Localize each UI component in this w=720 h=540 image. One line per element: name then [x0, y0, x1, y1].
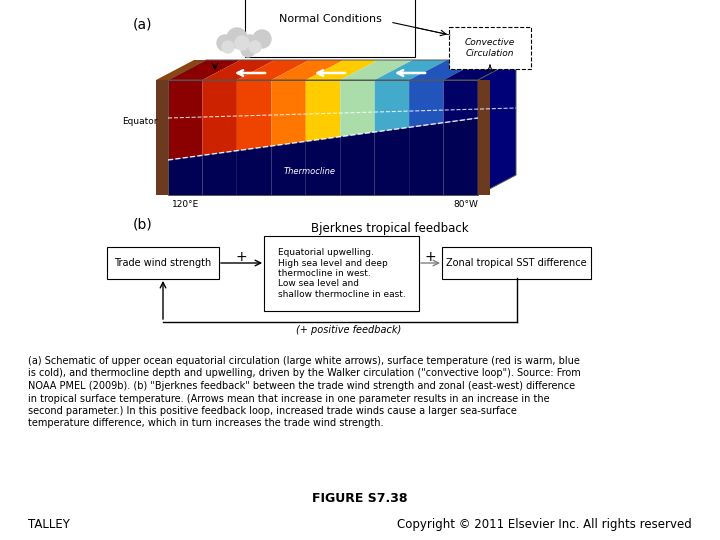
Polygon shape — [409, 123, 444, 195]
FancyBboxPatch shape — [264, 236, 419, 311]
Polygon shape — [306, 80, 341, 141]
Polygon shape — [374, 80, 409, 132]
Polygon shape — [271, 141, 306, 195]
Text: Zonal tropical SST difference: Zonal tropical SST difference — [446, 258, 587, 268]
Circle shape — [249, 41, 261, 53]
Polygon shape — [202, 60, 275, 80]
FancyBboxPatch shape — [442, 247, 591, 279]
Text: Trade wind strength: Trade wind strength — [114, 258, 212, 268]
Text: Equatorial upwelling.
High sea level and deep
thermocline in west.
Low sea level: Equatorial upwelling. High sea level and… — [278, 248, 405, 299]
Polygon shape — [306, 137, 341, 195]
Text: is cold), and thermocline depth and upwelling, driven by the Walker circulation : is cold), and thermocline depth and upwe… — [28, 368, 581, 379]
FancyBboxPatch shape — [449, 27, 531, 69]
Polygon shape — [271, 80, 306, 146]
Text: Thermocline: Thermocline — [284, 167, 336, 177]
Polygon shape — [341, 80, 374, 137]
Circle shape — [222, 41, 234, 53]
Polygon shape — [202, 151, 237, 195]
Text: temperature difference, which in turn increases the trade wind strength.: temperature difference, which in turn in… — [28, 418, 384, 429]
Polygon shape — [409, 60, 482, 80]
Text: (b): (b) — [133, 218, 153, 232]
Polygon shape — [374, 127, 409, 195]
Polygon shape — [237, 60, 310, 80]
Text: +: + — [425, 250, 436, 264]
Text: Normal Conditions: Normal Conditions — [279, 14, 382, 24]
Text: (a) Schematic of upper ocean equatorial circulation (large white arrows), surfac: (a) Schematic of upper ocean equatorial … — [28, 356, 580, 366]
Text: (a): (a) — [133, 18, 153, 32]
Text: TALLEY: TALLEY — [28, 518, 70, 531]
Polygon shape — [168, 80, 202, 160]
Polygon shape — [237, 146, 271, 195]
FancyBboxPatch shape — [107, 247, 219, 279]
Polygon shape — [478, 80, 490, 195]
Polygon shape — [168, 60, 240, 80]
Polygon shape — [306, 60, 378, 80]
Polygon shape — [156, 80, 168, 195]
Text: second parameter.) In this positive feedback loop, increased trade winds cause a: second parameter.) In this positive feed… — [28, 406, 517, 416]
Circle shape — [241, 43, 255, 57]
Text: Convective
Circulation: Convective Circulation — [465, 38, 515, 58]
Polygon shape — [237, 80, 271, 151]
Polygon shape — [374, 60, 447, 80]
Circle shape — [253, 30, 271, 48]
Text: +: + — [235, 250, 247, 264]
Polygon shape — [409, 80, 444, 127]
Polygon shape — [444, 80, 478, 123]
Polygon shape — [478, 60, 516, 195]
Text: Equator: Equator — [122, 118, 158, 126]
Text: (+ positive feedback): (+ positive feedback) — [297, 325, 402, 335]
Text: in tropical surface temperature. (Arrows mean that increase in one parameter res: in tropical surface temperature. (Arrows… — [28, 394, 549, 403]
Polygon shape — [156, 60, 206, 80]
Polygon shape — [444, 118, 478, 195]
Circle shape — [217, 35, 233, 51]
Polygon shape — [168, 156, 202, 195]
Text: 120°E: 120°E — [172, 200, 199, 209]
Polygon shape — [271, 60, 343, 80]
Text: FIGURE S7.38: FIGURE S7.38 — [312, 492, 408, 505]
Polygon shape — [341, 60, 413, 80]
Text: Copyright © 2011 Elsevier Inc. All rights reserved: Copyright © 2011 Elsevier Inc. All right… — [397, 518, 692, 531]
Text: NOAA PMEL (2009b). (b) "Bjerknes feedback" between the trade wind strength and z: NOAA PMEL (2009b). (b) "Bjerknes feedbac… — [28, 381, 575, 391]
Polygon shape — [444, 60, 516, 80]
Polygon shape — [202, 80, 237, 156]
Circle shape — [235, 36, 249, 50]
Polygon shape — [341, 132, 374, 195]
Text: 80°W: 80°W — [453, 200, 478, 209]
Circle shape — [227, 28, 247, 48]
Circle shape — [242, 35, 258, 51]
Text: Bjerknes tropical feedback: Bjerknes tropical feedback — [311, 222, 469, 235]
